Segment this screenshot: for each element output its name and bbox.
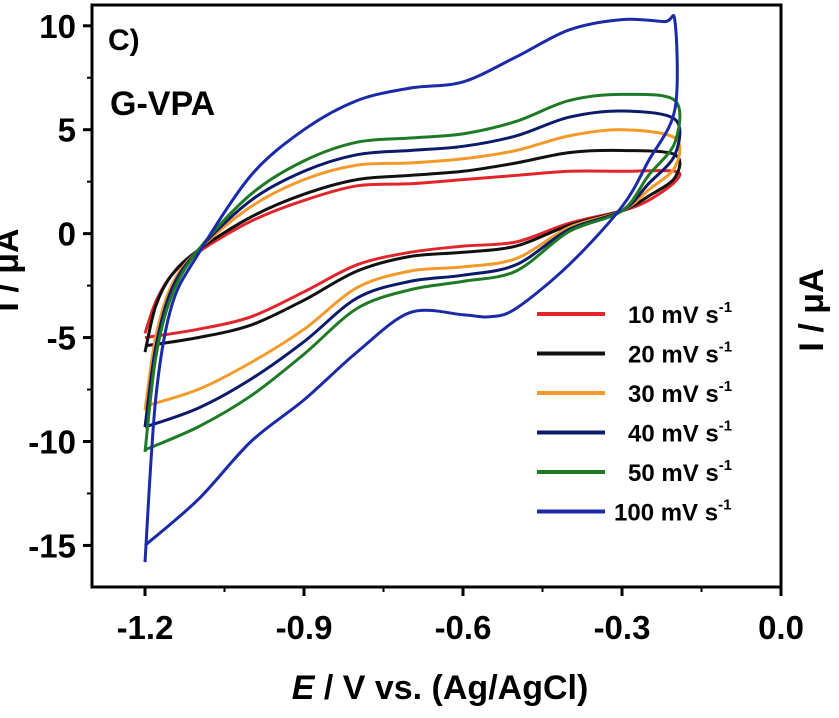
series-line <box>143 14 679 563</box>
y-tick-label: 5 <box>58 112 76 149</box>
legend-entry-label: 50 mV s <box>628 460 719 487</box>
x-tick-label: -0.9 <box>276 609 333 646</box>
legend-entry-exponent: -1 <box>719 339 732 356</box>
legend-entry-exponent: -1 <box>719 457 732 474</box>
panel-letter: C) <box>108 24 140 57</box>
y-tick-label: -15 <box>28 527 76 564</box>
legend-entry-label: 20 mV s <box>628 342 719 369</box>
x-axis-title-rest: / V vs. (Ag/AgCl) <box>314 669 588 707</box>
y-tick-label: -10 <box>28 424 76 461</box>
legend-entry-label: 100 mV s <box>614 500 718 527</box>
y-tick-label: 0 <box>58 216 76 253</box>
legend-entry-exponent: -1 <box>719 418 732 435</box>
legend-entry: 50 mV s-1 <box>628 457 732 487</box>
legend-entry-label: 40 mV s <box>628 421 719 448</box>
legend-entry: 20 mV s-1 <box>628 339 732 369</box>
series-line <box>143 92 682 453</box>
legend-entry-label: 10 mV s <box>628 302 719 329</box>
legend-entry: 100 mV s-1 <box>614 497 731 527</box>
series-line <box>143 169 682 340</box>
legend-entry-exponent: -1 <box>718 497 731 514</box>
x-tick-label: -0.3 <box>594 609 651 646</box>
plot-frame <box>90 3 783 589</box>
legend: 10 mV s-120 mV s-130 mV s-140 mV s-150 m… <box>537 299 732 527</box>
legend-entry: 40 mV s-1 <box>628 418 732 448</box>
sample-label: G-VPA <box>110 85 215 123</box>
tick-labels: -1.2 -0.9 -0.6 -0.3 0.0 10 5 0 -5 -10 -15 <box>28 8 804 646</box>
plot-series <box>143 14 682 563</box>
x-tick-label: -0.6 <box>435 609 492 646</box>
x-axis-title: E / V vs. (Ag/AgCl) <box>292 669 589 707</box>
series-line <box>143 109 682 429</box>
y-tick-label: 10 <box>39 8 76 45</box>
legend-entry: 10 mV s-1 <box>628 299 732 329</box>
y-tick-label: -5 <box>47 320 76 357</box>
legend-entry-exponent: -1 <box>719 378 732 395</box>
legend-entry: 30 mV s-1 <box>628 378 732 408</box>
y-axis-title-right: I / μA <box>793 268 831 351</box>
y-axis-title-left: I / μA <box>0 228 26 311</box>
x-axis-title-italic: E <box>292 669 316 707</box>
legend-entry-label: 30 mV s <box>628 381 719 408</box>
x-tick-label: 0.0 <box>758 609 804 646</box>
legend-entry-exponent: -1 <box>719 299 732 316</box>
x-tick-label: -1.2 <box>117 609 174 646</box>
